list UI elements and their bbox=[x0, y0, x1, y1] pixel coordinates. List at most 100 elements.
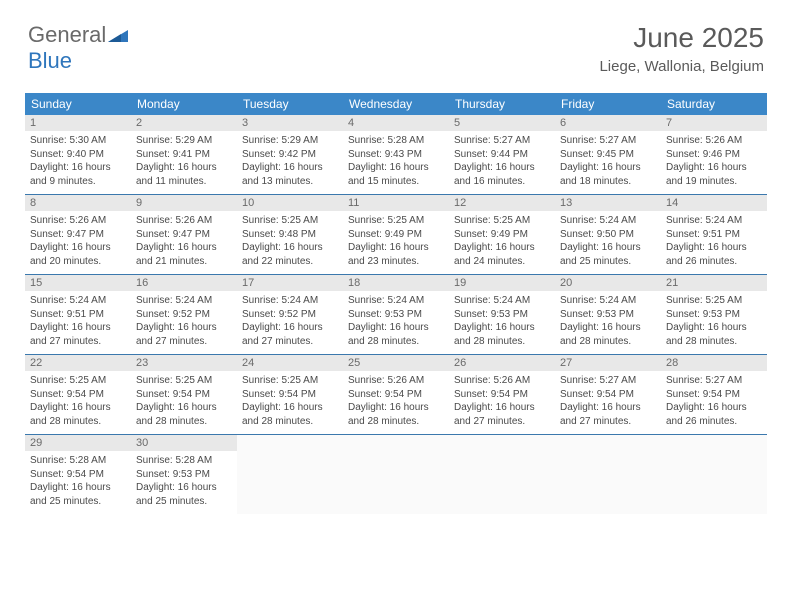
day-detail-line: Sunset: 9:52 PM bbox=[136, 308, 232, 322]
day-details: Sunrise: 5:24 AMSunset: 9:51 PMDaylight:… bbox=[25, 291, 131, 354]
day-details: Sunrise: 5:25 AMSunset: 9:54 PMDaylight:… bbox=[131, 371, 237, 434]
day-cell: 2Sunrise: 5:29 AMSunset: 9:41 PMDaylight… bbox=[131, 115, 237, 195]
day-number: 25 bbox=[343, 355, 449, 371]
day-detail-line: Daylight: 16 hours bbox=[348, 401, 444, 415]
day-detail-line: Sunrise: 5:25 AM bbox=[30, 374, 126, 388]
day-details: Sunrise: 5:24 AMSunset: 9:51 PMDaylight:… bbox=[661, 211, 767, 274]
day-details: Sunrise: 5:28 AMSunset: 9:43 PMDaylight:… bbox=[343, 131, 449, 194]
day-detail-line: Daylight: 16 hours bbox=[666, 241, 762, 255]
day-number: 9 bbox=[131, 195, 237, 211]
day-detail-line: Sunrise: 5:29 AM bbox=[136, 134, 232, 148]
weekday-header-row: Sunday Monday Tuesday Wednesday Thursday… bbox=[25, 93, 767, 115]
day-number: 4 bbox=[343, 115, 449, 131]
day-cell: 14Sunrise: 5:24 AMSunset: 9:51 PMDayligh… bbox=[661, 195, 767, 275]
day-cell: 24Sunrise: 5:25 AMSunset: 9:54 PMDayligh… bbox=[237, 355, 343, 435]
day-detail-line: Daylight: 16 hours bbox=[560, 401, 656, 415]
day-detail-line: Sunrise: 5:28 AM bbox=[348, 134, 444, 148]
weekday-header: Thursday bbox=[449, 93, 555, 115]
day-details: Sunrise: 5:28 AMSunset: 9:53 PMDaylight:… bbox=[131, 451, 237, 514]
day-detail-line: Sunset: 9:50 PM bbox=[560, 228, 656, 242]
day-details: Sunrise: 5:24 AMSunset: 9:53 PMDaylight:… bbox=[343, 291, 449, 354]
day-number: 21 bbox=[661, 275, 767, 291]
day-cell: 3Sunrise: 5:29 AMSunset: 9:42 PMDaylight… bbox=[237, 115, 343, 195]
day-cell: 27Sunrise: 5:27 AMSunset: 9:54 PMDayligh… bbox=[555, 355, 661, 435]
day-number: 10 bbox=[237, 195, 343, 211]
day-cell: 16Sunrise: 5:24 AMSunset: 9:52 PMDayligh… bbox=[131, 275, 237, 355]
day-details: Sunrise: 5:27 AMSunset: 9:44 PMDaylight:… bbox=[449, 131, 555, 194]
day-detail-line: Daylight: 16 hours bbox=[30, 321, 126, 335]
day-number: 23 bbox=[131, 355, 237, 371]
day-number: 13 bbox=[555, 195, 661, 211]
day-detail-line: Sunset: 9:49 PM bbox=[348, 228, 444, 242]
day-detail-line: Daylight: 16 hours bbox=[560, 241, 656, 255]
title-block: June 2025 Liege, Wallonia, Belgium bbox=[599, 22, 764, 75]
day-detail-line: and 9 minutes. bbox=[30, 175, 126, 189]
day-detail-line: and 15 minutes. bbox=[348, 175, 444, 189]
day-details: Sunrise: 5:27 AMSunset: 9:54 PMDaylight:… bbox=[661, 371, 767, 434]
day-cell: 10Sunrise: 5:25 AMSunset: 9:48 PMDayligh… bbox=[237, 195, 343, 275]
day-detail-line: Sunrise: 5:26 AM bbox=[666, 134, 762, 148]
day-detail-line: Sunrise: 5:28 AM bbox=[30, 454, 126, 468]
day-number: 27 bbox=[555, 355, 661, 371]
day-number: 17 bbox=[237, 275, 343, 291]
day-detail-line: Daylight: 16 hours bbox=[242, 241, 338, 255]
day-details: Sunrise: 5:24 AMSunset: 9:50 PMDaylight:… bbox=[555, 211, 661, 274]
day-detail-line: and 27 minutes. bbox=[454, 415, 550, 429]
day-detail-line: Sunrise: 5:24 AM bbox=[454, 294, 550, 308]
calendar-table: Sunday Monday Tuesday Wednesday Thursday… bbox=[25, 93, 767, 514]
day-detail-line: Daylight: 16 hours bbox=[348, 321, 444, 335]
day-detail-line: Sunrise: 5:25 AM bbox=[242, 214, 338, 228]
day-detail-line: and 28 minutes. bbox=[560, 335, 656, 349]
day-cell bbox=[343, 435, 449, 515]
calendar-row: 8Sunrise: 5:26 AMSunset: 9:47 PMDaylight… bbox=[25, 195, 767, 275]
day-cell: 20Sunrise: 5:24 AMSunset: 9:53 PMDayligh… bbox=[555, 275, 661, 355]
day-detail-line: and 27 minutes. bbox=[30, 335, 126, 349]
day-number: 16 bbox=[131, 275, 237, 291]
day-details: Sunrise: 5:25 AMSunset: 9:54 PMDaylight:… bbox=[25, 371, 131, 434]
day-detail-line: and 28 minutes. bbox=[30, 415, 126, 429]
day-number: 19 bbox=[449, 275, 555, 291]
day-detail-line: Sunset: 9:54 PM bbox=[560, 388, 656, 402]
day-detail-line: Sunset: 9:51 PM bbox=[666, 228, 762, 242]
day-detail-line: Daylight: 16 hours bbox=[666, 321, 762, 335]
day-detail-line: Sunrise: 5:24 AM bbox=[136, 294, 232, 308]
day-detail-line: and 19 minutes. bbox=[666, 175, 762, 189]
day-number: 22 bbox=[25, 355, 131, 371]
day-detail-line: Sunrise: 5:27 AM bbox=[454, 134, 550, 148]
day-cell: 5Sunrise: 5:27 AMSunset: 9:44 PMDaylight… bbox=[449, 115, 555, 195]
day-detail-line: Sunset: 9:54 PM bbox=[348, 388, 444, 402]
day-detail-line: Sunrise: 5:28 AM bbox=[136, 454, 232, 468]
day-details: Sunrise: 5:25 AMSunset: 9:49 PMDaylight:… bbox=[343, 211, 449, 274]
day-details: Sunrise: 5:25 AMSunset: 9:54 PMDaylight:… bbox=[237, 371, 343, 434]
day-detail-line: Sunrise: 5:24 AM bbox=[666, 214, 762, 228]
day-detail-line: Sunset: 9:44 PM bbox=[454, 148, 550, 162]
day-cell: 12Sunrise: 5:25 AMSunset: 9:49 PMDayligh… bbox=[449, 195, 555, 275]
calendar-row: 22Sunrise: 5:25 AMSunset: 9:54 PMDayligh… bbox=[25, 355, 767, 435]
day-detail-line: and 27 minutes. bbox=[560, 415, 656, 429]
day-detail-line: Sunrise: 5:26 AM bbox=[136, 214, 232, 228]
day-details: Sunrise: 5:30 AMSunset: 9:40 PMDaylight:… bbox=[25, 131, 131, 194]
day-detail-line: Daylight: 16 hours bbox=[30, 241, 126, 255]
weekday-header: Tuesday bbox=[237, 93, 343, 115]
day-detail-line: and 16 minutes. bbox=[454, 175, 550, 189]
day-detail-line: and 25 minutes. bbox=[136, 495, 232, 509]
day-cell: 7Sunrise: 5:26 AMSunset: 9:46 PMDaylight… bbox=[661, 115, 767, 195]
day-number: 29 bbox=[25, 435, 131, 451]
day-number: 7 bbox=[661, 115, 767, 131]
day-cell: 17Sunrise: 5:24 AMSunset: 9:52 PMDayligh… bbox=[237, 275, 343, 355]
day-detail-line: and 22 minutes. bbox=[242, 255, 338, 269]
day-detail-line: and 21 minutes. bbox=[136, 255, 232, 269]
location-text: Liege, Wallonia, Belgium bbox=[599, 58, 764, 75]
day-detail-line: Daylight: 16 hours bbox=[348, 161, 444, 175]
day-detail-line: Daylight: 16 hours bbox=[242, 321, 338, 335]
day-detail-line: Sunrise: 5:25 AM bbox=[348, 214, 444, 228]
day-number: 28 bbox=[661, 355, 767, 371]
day-detail-line: Sunrise: 5:25 AM bbox=[666, 294, 762, 308]
day-detail-line: Daylight: 16 hours bbox=[242, 161, 338, 175]
day-detail-line: Sunrise: 5:27 AM bbox=[560, 134, 656, 148]
day-detail-line: Sunset: 9:54 PM bbox=[454, 388, 550, 402]
day-cell: 30Sunrise: 5:28 AMSunset: 9:53 PMDayligh… bbox=[131, 435, 237, 515]
day-details: Sunrise: 5:29 AMSunset: 9:42 PMDaylight:… bbox=[237, 131, 343, 194]
day-cell: 29Sunrise: 5:28 AMSunset: 9:54 PMDayligh… bbox=[25, 435, 131, 515]
day-number: 24 bbox=[237, 355, 343, 371]
